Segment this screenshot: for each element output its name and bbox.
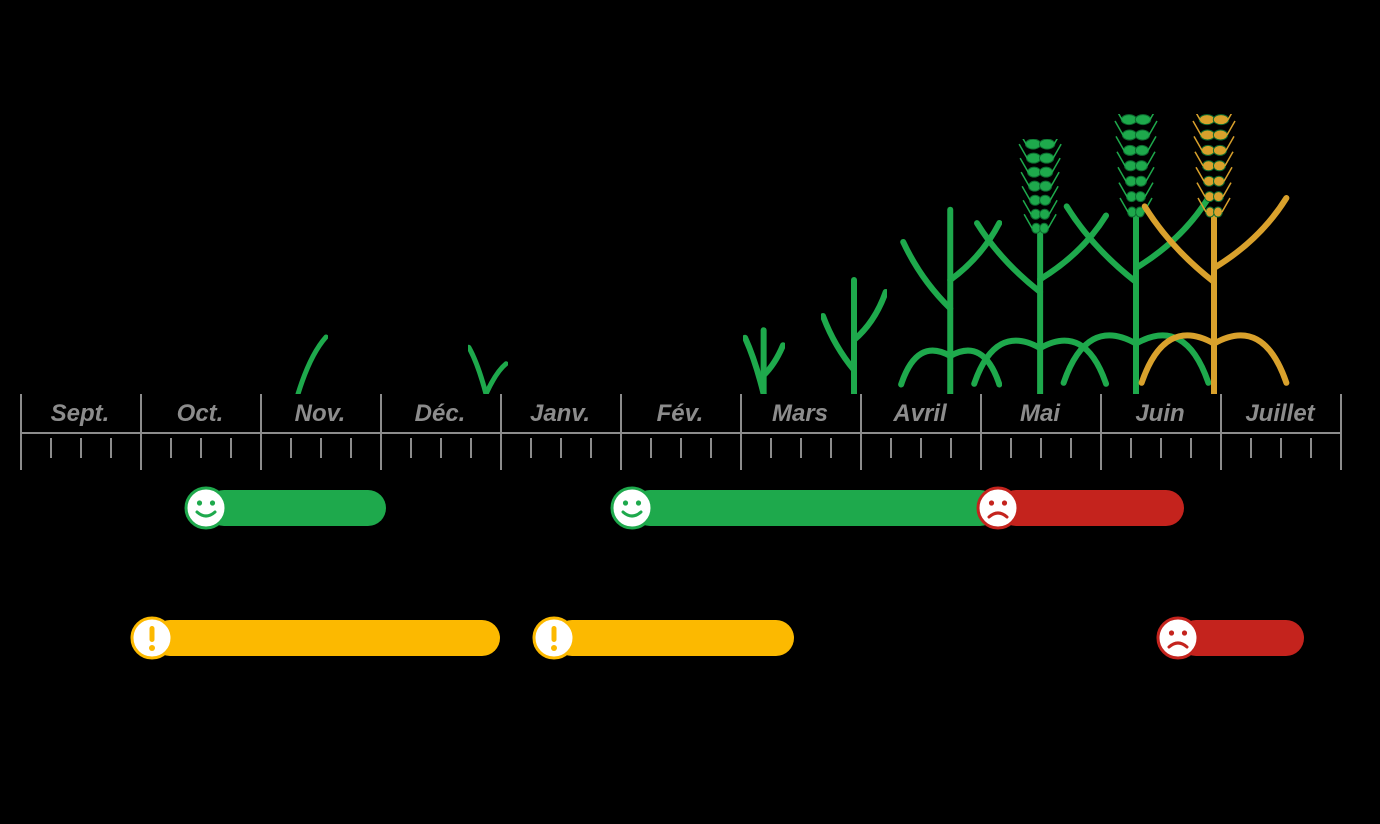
- plant-ear-ripe: [1137, 114, 1291, 394]
- tick-minor: [1160, 438, 1162, 458]
- tick-major: [740, 394, 742, 470]
- tick-major: [380, 394, 382, 470]
- tick-minor: [1190, 438, 1192, 458]
- month-label: Sept.: [51, 400, 110, 428]
- tick-major: [260, 394, 262, 470]
- tick-minor: [110, 438, 112, 458]
- month-label: Janv.: [530, 400, 590, 428]
- month-label: Mars: [772, 400, 828, 428]
- plant-sprout-small: [468, 339, 508, 394]
- tick-major: [1220, 394, 1222, 470]
- frown-icon: [976, 486, 1020, 530]
- plant-young: [821, 274, 887, 394]
- tick-major: [1340, 394, 1342, 470]
- tick-major: [980, 394, 982, 470]
- tick-minor: [290, 438, 292, 458]
- tick-major: [140, 394, 142, 470]
- tick-minor: [1280, 438, 1282, 458]
- month-label: Avril: [893, 400, 946, 428]
- plant-seedling: [743, 319, 784, 394]
- tick-minor: [1070, 438, 1072, 458]
- tick-major: [20, 394, 22, 470]
- tick-minor: [770, 438, 772, 458]
- smile-icon: [610, 486, 654, 530]
- tick-minor: [710, 438, 712, 458]
- tick-minor: [590, 438, 592, 458]
- tick-minor: [230, 438, 232, 458]
- frown-icon: [1156, 616, 1200, 660]
- tick-minor: [920, 438, 922, 458]
- smile-icon: [184, 486, 228, 530]
- month-label: Oct.: [177, 400, 224, 428]
- tick-major: [620, 394, 622, 470]
- timeline-diagram: Sept. Oct. Nov. Déc. Janv. Fév. Mars Avril Mai Ju…: [0, 0, 1380, 824]
- plant-sprout-tiny: [288, 334, 328, 394]
- tick-minor: [350, 438, 352, 458]
- risk-bar-good-spring: [632, 490, 998, 526]
- tick-minor: [1250, 438, 1252, 458]
- tick-minor: [1130, 438, 1132, 458]
- month-label: Mai: [1020, 400, 1060, 428]
- tick-minor: [890, 438, 892, 458]
- exclaim-icon: [130, 616, 174, 660]
- month-label: Déc.: [415, 400, 466, 428]
- risk-bar-warn-fall: [152, 620, 500, 656]
- tick-major: [860, 394, 862, 470]
- tick-minor: [680, 438, 682, 458]
- risk-bar-bad-top: [998, 490, 1184, 526]
- tick-minor: [410, 438, 412, 458]
- risk-bar-warn-winter: [554, 620, 794, 656]
- tick-minor: [950, 438, 952, 458]
- tick-minor: [560, 438, 562, 458]
- tick-minor: [650, 438, 652, 458]
- month-label: Fév.: [657, 400, 704, 428]
- tick-major: [500, 394, 502, 470]
- month-label: Nov.: [295, 400, 346, 428]
- exclaim-icon: [532, 616, 576, 660]
- tick-minor: [1310, 438, 1312, 458]
- tick-minor: [800, 438, 802, 458]
- tick-minor: [830, 438, 832, 458]
- tick-minor: [80, 438, 82, 458]
- tick-minor: [1010, 438, 1012, 458]
- tick-minor: [440, 438, 442, 458]
- tick-minor: [1040, 438, 1042, 458]
- tick-minor: [170, 438, 172, 458]
- month-label: Juillet: [1245, 400, 1314, 428]
- tick-minor: [320, 438, 322, 458]
- axis-line: [20, 432, 1340, 434]
- tick-minor: [50, 438, 52, 458]
- risk-bar-good-fall: [206, 490, 386, 526]
- tick-minor: [530, 438, 532, 458]
- month-label: Juin: [1135, 400, 1184, 428]
- tick-minor: [470, 438, 472, 458]
- tick-major: [1100, 394, 1102, 470]
- tick-minor: [200, 438, 202, 458]
